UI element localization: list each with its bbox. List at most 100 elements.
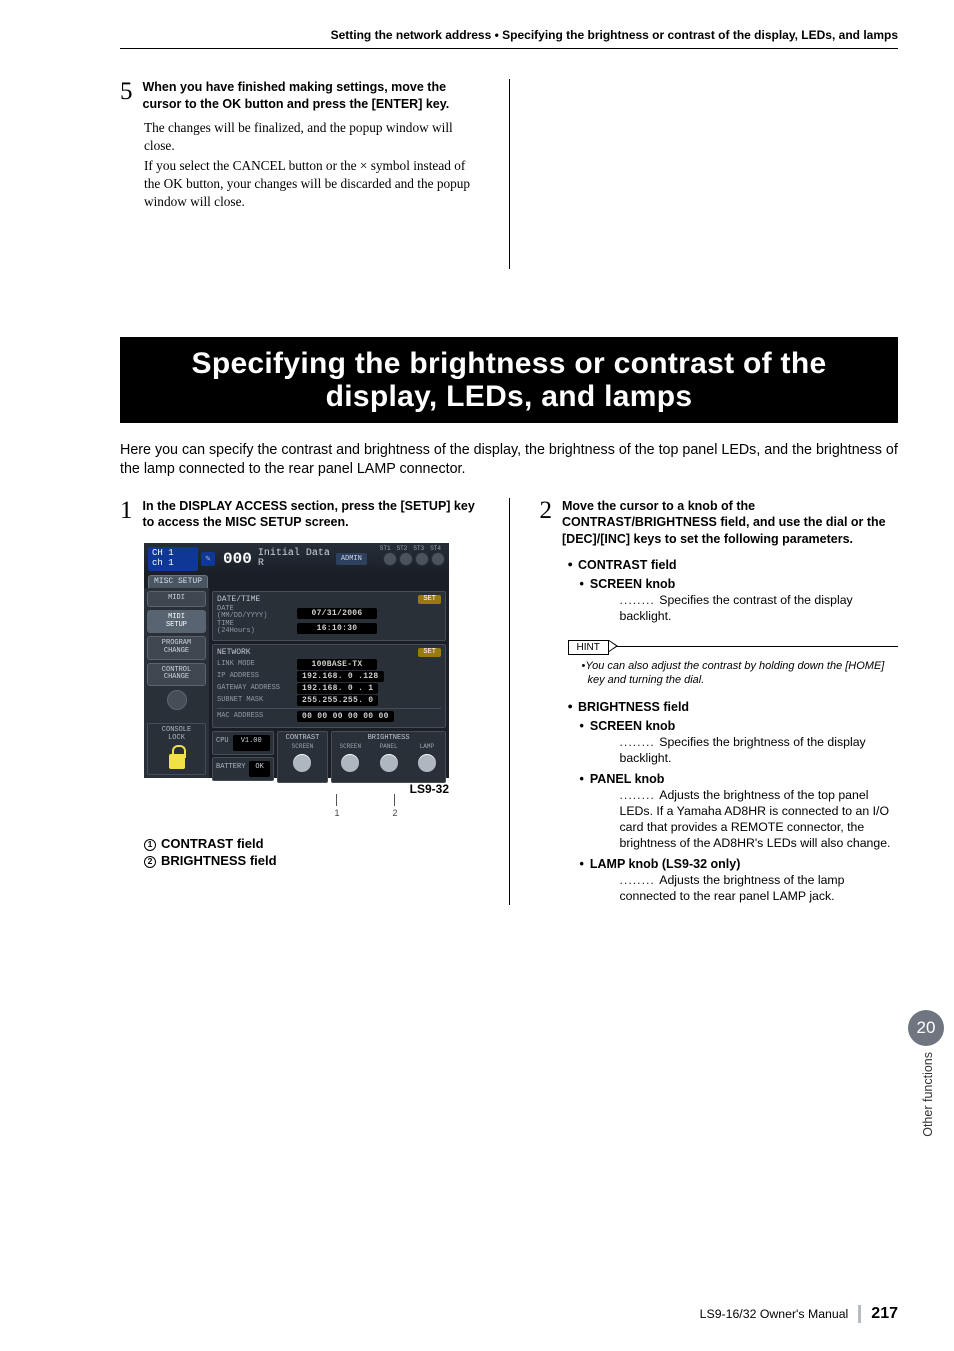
lcd-st-knobs (383, 552, 445, 566)
step5-heading: When you have finished making settings, … (143, 79, 479, 113)
lcd-battery-value: OK (249, 761, 269, 777)
lcd-side-midi: MIDI (147, 591, 206, 607)
lcd-contrast-knob (291, 752, 313, 774)
lcd-contrast-section: CONTRAST SCREEN (277, 731, 328, 783)
screenshot-callouts: 1 2 (144, 794, 449, 822)
main-columns: 1 In the DISPLAY ACCESS section, press t… (120, 498, 898, 905)
lcd-net-value: 192.168. 0 . 1 (297, 683, 378, 694)
lcd-st-knob (431, 552, 445, 566)
lcd-tab-misc: MISC SETUP (148, 575, 208, 588)
lcd-network-title: NETWORK (217, 648, 251, 657)
step2-heading: Move the cursor to a knob of the CONTRAS… (562, 498, 898, 549)
circled-1-icon: 1 (144, 839, 156, 851)
footer-page-number: 217 (871, 1305, 898, 1323)
lcd-contrast-title: CONTRAST (286, 734, 320, 742)
lcd-side-midisetup: MIDI SETUP (147, 610, 206, 633)
section-intro: Here you can specify the contrast and br… (120, 441, 898, 480)
lcd-time-label: TIME (24Hours) (217, 621, 293, 635)
brightness-lamp-knob-title: LAMP knob (LS9-32 only) (580, 857, 899, 871)
lcd-project-number: 000 (223, 550, 252, 568)
lcd-net-value: 192.168. 0 .128 (297, 671, 384, 682)
lcd-date-label: DATE (MM/DD/YYYY) (217, 606, 293, 620)
pencil-icon: ✎ (201, 552, 215, 566)
top-right-empty (540, 79, 899, 269)
callout-line-2 (394, 794, 395, 806)
left-column: 1 In the DISPLAY ACCESS section, press t… (120, 498, 479, 905)
chapter-label: Other functions (921, 1052, 935, 1137)
divider (217, 708, 441, 709)
step1-number: 1 (120, 498, 133, 532)
lcd-tab-row: MISC SETUP (144, 575, 449, 588)
lcd-st4: ST4 (430, 545, 441, 552)
column-divider-main (509, 498, 510, 905)
lcd-net-label: LINK MODE (217, 661, 293, 668)
step5-body-2: If you select the CANCEL button or the ×… (144, 157, 479, 211)
lcd-network-set: SET (418, 648, 441, 657)
lcd-st-labels: ST1 ST2 ST3 ST4 (380, 545, 441, 552)
step5-body: The changes will be finalized, and the p… (144, 119, 479, 211)
brightness-screen-knob-title: SCREEN knob (580, 719, 899, 733)
brightness-lamp-knob-desc: Adjusts the brightness of the lamp conne… (620, 873, 899, 905)
lcd-sidebar: MIDI MIDI SETUP PROGRAM CHANGE CONTROL C… (144, 588, 209, 778)
callout-number-1: 1 (330, 806, 344, 820)
hint-label: HINT (568, 640, 609, 655)
lcd-brightness-label: SCREEN (339, 743, 361, 750)
section-title: Specifying the brightness or contrast of… (136, 347, 882, 413)
column-divider-top (509, 79, 510, 269)
lcd-battery-label: BATTERY (216, 761, 245, 777)
contrast-screen-knob-desc: Specifies the contrast of the display ba… (620, 593, 899, 625)
misc-setup-screenshot: ST1 ST2 ST3 ST4 CH 1ch 1 ✎ 000 Initial D… (144, 543, 449, 778)
chapter-badge: 20 (908, 1010, 944, 1046)
lcd-net-label: GATEWAY ADDRESS (217, 685, 293, 692)
brightness-panel-knob-title: PANEL knob (580, 772, 899, 786)
lcd-brightness-section: BRIGHTNESS SCREEN PANEL LAMP (331, 731, 446, 783)
circled-2-icon: 2 (144, 856, 156, 868)
step1-heading: In the DISPLAY ACCESS section, press the… (143, 498, 479, 532)
lcd-net-value: 100BASE-TX (297, 659, 377, 670)
callout-line-1 (336, 794, 337, 806)
lcd-datetime-panel: DATE/TIMESET DATE (MM/DD/YYYY)07/31/2006… (212, 591, 446, 641)
brightness-field-title: BRIGHTNESS field (568, 700, 899, 714)
lcd-network-panel: NETWORK SET LINK MODE 100BASE-TX IP ADDRES… (212, 644, 446, 728)
contrast-screen-knob-title: SCREEN knob (580, 577, 899, 591)
lcd-brightness-knob (416, 752, 438, 774)
right-column: 2 Move the cursor to a knob of the CONTR… (540, 498, 899, 905)
contrast-field-title: CONTRAST field (568, 558, 899, 572)
arrow-icon (609, 640, 618, 652)
step5-body-1: The changes will be finalized, and the p… (144, 119, 479, 155)
running-header: Setting the network address • Specifying… (120, 28, 898, 42)
hint-box: HINT You can also adjust the contrast by… (568, 637, 899, 688)
brightness-panel-knob-desc: Adjusts the brightness of the top panel … (620, 788, 899, 852)
lcd-net-label: SUBNET MASK (217, 697, 293, 704)
field-legend-2: 2BRIGHTNESS field (144, 853, 479, 868)
lcd-right: DATE/TIMESET DATE (MM/DD/YYYY)07/31/2006… (209, 588, 449, 778)
lcd-st1: ST1 (380, 545, 391, 552)
lcd-st-knob (415, 552, 429, 566)
header-rule: Setting the network address • Specifying… (120, 24, 898, 49)
lcd-brightness-knob (339, 752, 361, 774)
footer-manual: LS9-16/32 Owner's Manual (700, 1307, 849, 1321)
brightness-screen-knob-desc: Specifies the brightness of the display … (620, 735, 899, 767)
field-legend: 1CONTRAST field 2BRIGHTNESS field (144, 836, 479, 868)
lcd-bottom: CPUV1.00 BATTERYOK CONTRAST SCREEN BRIGH… (212, 731, 446, 783)
page: Setting the network address • Specifying… (0, 0, 954, 1351)
lcd-brightness-label: PANEL (378, 743, 400, 750)
step5-number: 5 (120, 79, 133, 113)
lcd-cpu-value: V1.00 (233, 735, 270, 751)
lcd-project-title: Initial DataR (258, 549, 330, 569)
lcd-net-label: IP ADDRESS (217, 673, 293, 680)
lcd-datetime-title: DATE/TIME (217, 595, 260, 604)
lcd-st3: ST3 (413, 545, 424, 552)
lcd-brightness-label: LAMP (416, 743, 438, 750)
section-banner: Specifying the brightness or contrast of… (120, 337, 898, 423)
lcd-channel: CH 1ch 1 (148, 547, 198, 571)
lcd-time-value: 16:10:30 (297, 623, 377, 634)
lcd-brightness-title: BRIGHTNESS (368, 734, 410, 742)
lcd-body: MIDI MIDI SETUP PROGRAM CHANGE CONTROL C… (144, 588, 449, 778)
lcd-side-program: PROGRAM CHANGE (147, 636, 206, 659)
lcd-side-knob (167, 690, 187, 710)
lcd-cpu-box: CPUV1.00 (212, 731, 274, 755)
lcd-brightness-knob (378, 752, 400, 774)
step5-block: 5 When you have finished making settings… (120, 79, 479, 269)
hint-text: You can also adjust the contrast by hold… (578, 660, 899, 688)
